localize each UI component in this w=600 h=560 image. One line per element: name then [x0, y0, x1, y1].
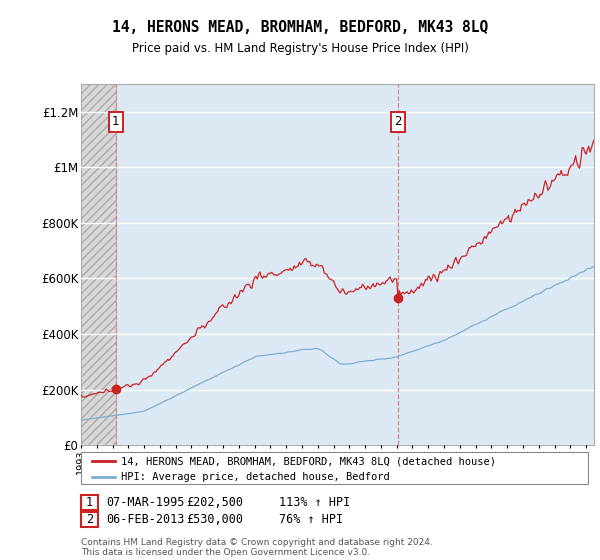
Text: Contains HM Land Registry data © Crown copyright and database right 2024.
This d: Contains HM Land Registry data © Crown c…: [81, 538, 433, 557]
Text: Price paid vs. HM Land Registry's House Price Index (HPI): Price paid vs. HM Land Registry's House …: [131, 42, 469, 55]
Text: 113% ↑ HPI: 113% ↑ HPI: [279, 496, 350, 509]
Text: 07-MAR-1995: 07-MAR-1995: [106, 496, 185, 509]
Text: £530,000: £530,000: [186, 513, 243, 526]
Text: 14, HERONS MEAD, BROMHAM, BEDFORD, MK43 8LQ (detached house): 14, HERONS MEAD, BROMHAM, BEDFORD, MK43 …: [121, 456, 496, 466]
Text: 1: 1: [112, 115, 119, 128]
Text: 76% ↑ HPI: 76% ↑ HPI: [279, 513, 343, 526]
Text: 1: 1: [86, 496, 93, 509]
Text: 2: 2: [86, 513, 93, 526]
Text: HPI: Average price, detached house, Bedford: HPI: Average price, detached house, Bedf…: [121, 472, 389, 482]
Text: 2: 2: [395, 115, 402, 128]
Text: £202,500: £202,500: [186, 496, 243, 509]
Text: 14, HERONS MEAD, BROMHAM, BEDFORD, MK43 8LQ: 14, HERONS MEAD, BROMHAM, BEDFORD, MK43 …: [112, 20, 488, 35]
Bar: [81, 84, 116, 445]
Text: 06-FEB-2013: 06-FEB-2013: [106, 513, 185, 526]
